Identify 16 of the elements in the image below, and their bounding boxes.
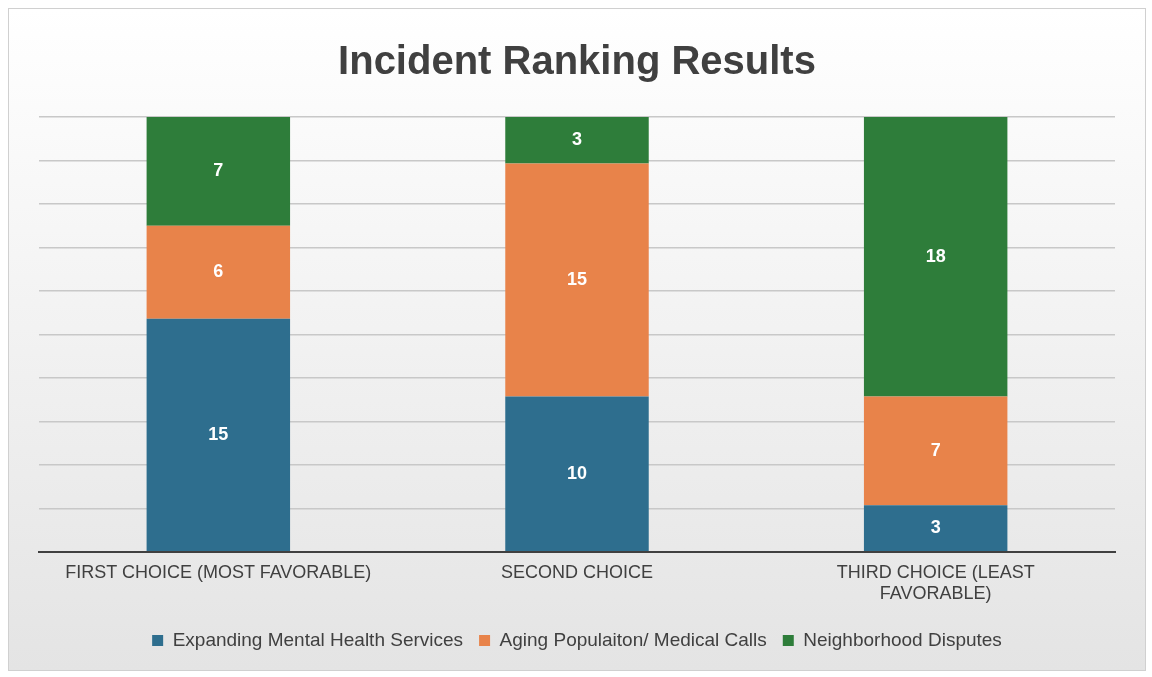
data-label: 7	[213, 160, 224, 181]
data-label: 7	[930, 439, 941, 460]
data-label: 15	[566, 269, 588, 290]
data-label: 18	[925, 245, 946, 266]
data-label: 3	[571, 129, 583, 150]
x-tick-label: SECOND CHOICE	[500, 561, 654, 582]
chart-title: Incident Ranking Results	[338, 38, 816, 83]
x-tick-label: FIRST CHOICE (MOST FAVORABLE)	[65, 561, 372, 582]
legend-label: Expanding Mental Health Services	[172, 628, 464, 650]
x-tick-label: THIRD CHOICE (LEAST FAVORABLE)	[836, 561, 1035, 604]
legend-label: Aging Populaiton/ Medical Calls	[499, 628, 767, 650]
data-label: 3	[930, 517, 941, 538]
data-label: 6	[213, 261, 224, 282]
data-label: 15	[208, 423, 229, 444]
data-label: 10	[566, 462, 588, 483]
legend-label: Neighborhood Disputes	[803, 628, 1002, 650]
